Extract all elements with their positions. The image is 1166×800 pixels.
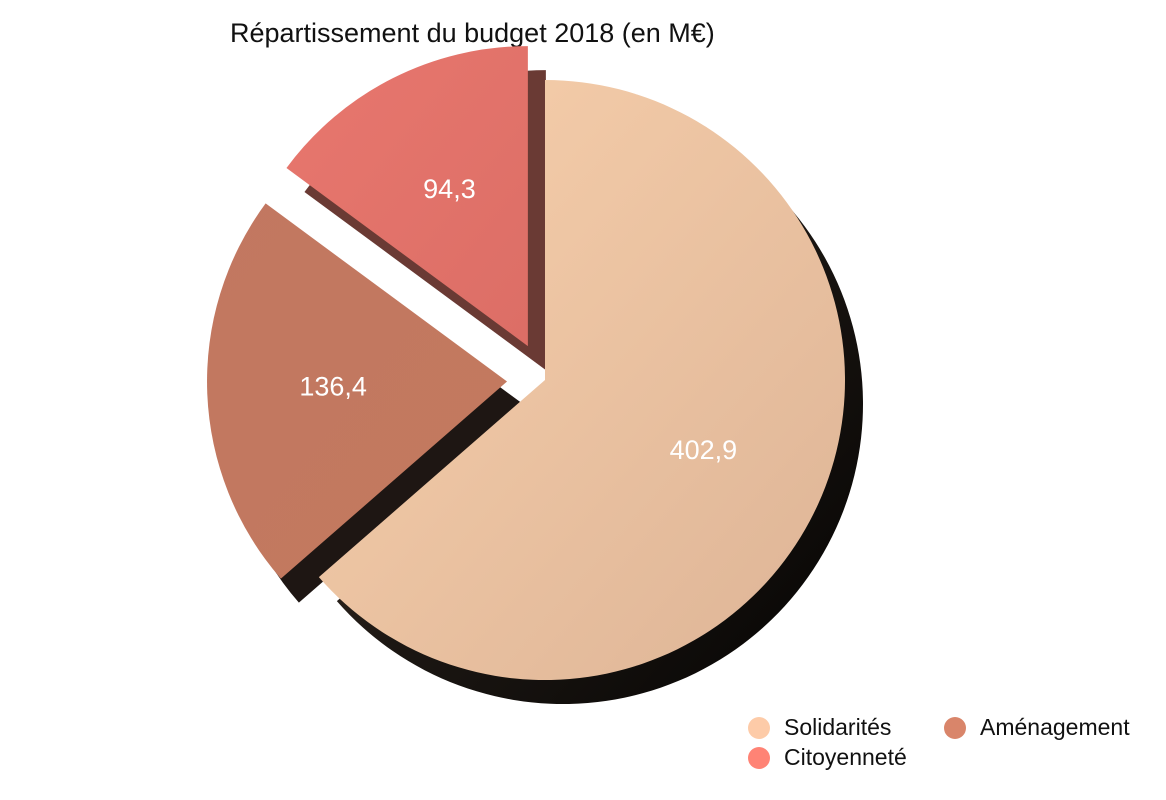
pie-slice-1 [207, 203, 508, 579]
legend-item-citoyennete: Citoyenneté [748, 744, 907, 771]
pie-slice-0 [318, 80, 846, 680]
legend-swatch-solidarites [748, 716, 770, 739]
legend-label-solidarites: Solidarités [784, 714, 892, 740]
chart-title: Répartissement du budget 2018 (en M€) [230, 18, 715, 48]
slice-value-label-2: 94,3 [423, 174, 476, 204]
slice-value-label-0: 402,9 [670, 435, 738, 465]
legend-label-amenagement: Aménagement [980, 714, 1130, 740]
legend-swatch-amenagement [944, 716, 966, 739]
legend-label-citoyennete: Citoyenneté [784, 744, 907, 770]
legend-item-solidarites: Solidarités [748, 714, 891, 741]
pie-slice-2 [286, 46, 528, 347]
chart-legend: Solidarités Aménagement Citoyenneté [748, 714, 1158, 780]
slice-value-label-1: 136,4 [299, 372, 367, 402]
legend-item-amenagement: Aménagement [944, 714, 1130, 741]
legend-swatch-citoyennete [748, 746, 770, 769]
